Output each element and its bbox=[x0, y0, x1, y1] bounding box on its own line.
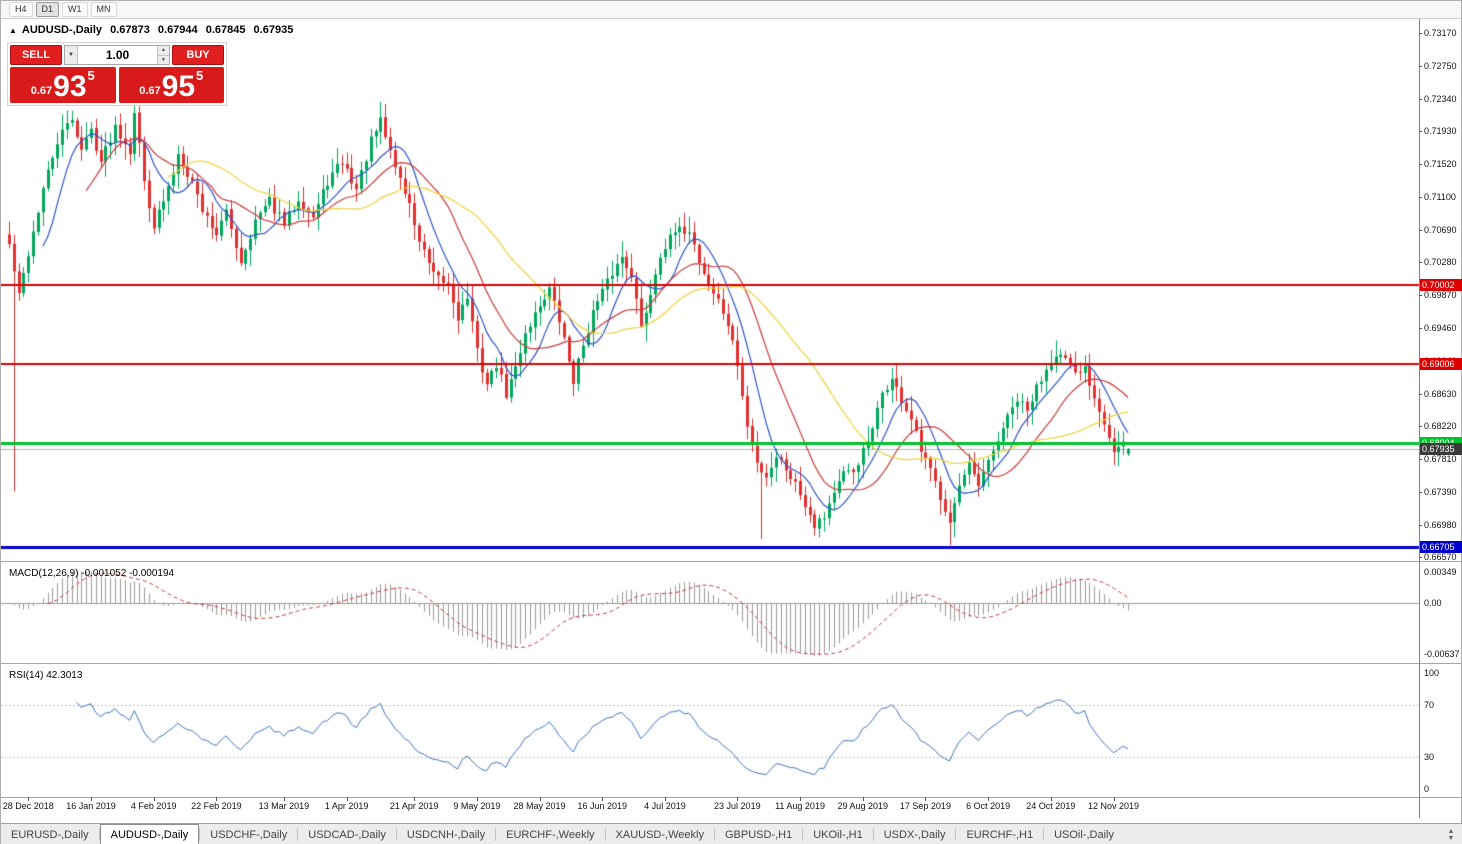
buy-price-button[interactable]: 0.67 95 5 bbox=[118, 67, 224, 103]
buy-price-int: 0.67 bbox=[139, 85, 161, 97]
scroll-up-icon[interactable]: ▲ bbox=[1447, 827, 1455, 835]
ohlc-close: 0.67935 bbox=[253, 24, 294, 36]
sell-price-int: 0.67 bbox=[30, 85, 53, 97]
chart-bottom-border bbox=[1, 797, 1462, 798]
ohlc-low: 0.67845 bbox=[205, 24, 246, 36]
buy-price-sup: 5 bbox=[196, 68, 204, 83]
tab-divider bbox=[955, 828, 957, 841]
chart-tab-audusd[interactable]: AUDUSD-,Daily bbox=[99, 824, 200, 844]
tab-scroll-arrows[interactable]: ▲ ▼ bbox=[1444, 826, 1458, 843]
chart-tab-xauusd[interactable]: XAUUSD-,Weekly bbox=[615, 828, 704, 841]
tab-divider bbox=[713, 828, 715, 841]
chart-tab-usdcnh[interactable]: USDCNH-,Daily bbox=[406, 828, 486, 841]
pane-splitter-rsi[interactable] bbox=[1, 663, 1462, 664]
tab-divider bbox=[604, 828, 606, 841]
tab-divider bbox=[199, 828, 201, 841]
chart-tab-bar: EURUSD-,Daily AUDUSD-,Daily USDCHF-,Daily U… bbox=[1, 823, 1462, 844]
volume-dropdown-icon[interactable]: ▼ bbox=[65, 46, 78, 64]
volume-stepper: ▲ ▼ bbox=[157, 46, 169, 64]
chart-title: AUDUSD-,Daily bbox=[21, 24, 102, 36]
chart-tab-ukoil[interactable]: UKOil-,H1 bbox=[813, 828, 863, 841]
tab-divider bbox=[872, 828, 874, 841]
timeframe-button-d1[interactable]: D1 bbox=[35, 2, 60, 17]
buy-button[interactable]: BUY bbox=[172, 45, 224, 65]
volume-field: ▼ ▲ ▼ bbox=[64, 45, 170, 65]
sell-price-big: 93 bbox=[53, 70, 87, 103]
tab-divider bbox=[495, 828, 497, 841]
scroll-down-icon[interactable]: ▼ bbox=[1447, 834, 1455, 842]
timeframe-toolbar: H4 D1 W1 MN bbox=[1, 1, 1461, 19]
chart-tab-eurchf[interactable]: EURCHF-,Weekly bbox=[506, 828, 595, 841]
tab-divider bbox=[802, 828, 804, 841]
volume-increase-icon[interactable]: ▲ bbox=[158, 46, 169, 56]
pane-splitter-macd[interactable] bbox=[1, 561, 1462, 562]
chart-tab-usdcad[interactable]: USDCAD-,Daily bbox=[308, 828, 386, 841]
chart-tab-eurusd[interactable]: EURUSD-,Daily bbox=[11, 828, 89, 841]
sell-price-button[interactable]: 0.67 93 5 bbox=[10, 67, 116, 103]
volume-input[interactable] bbox=[78, 46, 157, 64]
volume-decrease-icon[interactable]: ▼ bbox=[158, 55, 169, 64]
price-axis-border bbox=[1419, 19, 1420, 818]
rsi-indicator-label: RSI(14) 42.3013 bbox=[9, 670, 83, 681]
buy-price-big: 95 bbox=[161, 70, 196, 103]
timeframe-button-w1[interactable]: W1 bbox=[62, 2, 88, 17]
ohlc-high: 0.67944 bbox=[157, 24, 198, 36]
tab-divider bbox=[395, 828, 397, 841]
chart-tab-gbpusd[interactable]: GBPUSD-,H1 bbox=[724, 828, 793, 841]
tab-divider bbox=[1043, 828, 1045, 841]
timeframe-button-mn[interactable]: MN bbox=[90, 2, 117, 17]
chart-ohlc-header: ▲ AUDUSD-,Daily 0.67873 0.67944 0.67845 0… bbox=[9, 24, 298, 36]
sell-price-sup: 5 bbox=[87, 68, 95, 83]
macd-indicator-label: MACD(12,26,9) -0.001052 -0.000194 bbox=[9, 568, 175, 579]
chart-tab-usoil[interactable]: USOil-,Daily bbox=[1054, 828, 1114, 841]
chart-tab-usdx[interactable]: USDX-,Daily bbox=[883, 828, 946, 841]
chart-tab-usdchf[interactable]: USDCHF-,Daily bbox=[210, 828, 288, 841]
timeframe-button-h4[interactable]: H4 bbox=[9, 2, 33, 17]
sell-button[interactable]: SELL bbox=[10, 45, 62, 65]
symbol-direction-icon: ▲ bbox=[9, 26, 17, 35]
ohlc-open: 0.67873 bbox=[110, 24, 150, 36]
tab-divider bbox=[98, 828, 100, 841]
tab-divider bbox=[297, 828, 299, 841]
chart-tab-eurchf[interactable]: EURCHF-,H1 bbox=[966, 828, 1034, 841]
one-click-trading-panel: SELL ▼ ▲ ▼ BUY 0.67 93 5 0.67 95 5 bbox=[7, 42, 227, 106]
